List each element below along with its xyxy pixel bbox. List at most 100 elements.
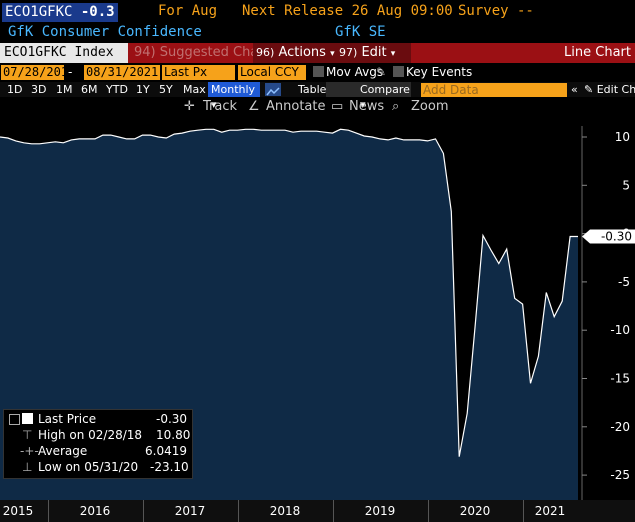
x-year-separator (143, 500, 144, 522)
compare-menu[interactable]: Compare ▾ (326, 82, 411, 111)
x-tick-label: 2015 (2, 504, 34, 518)
period-6m[interactable]: 6M (81, 83, 98, 96)
edit-chart-label: Edit Chart (596, 83, 635, 96)
x-tick-label: 2018 (269, 504, 301, 518)
suggested-charts-button[interactable]: 94) Suggested Charts (134, 45, 276, 60)
y-tick-label: -5 (618, 275, 630, 289)
frequency-selector[interactable]: Monthly ▾ (208, 82, 260, 111)
x-year-separator (238, 500, 239, 522)
last-value-tag (582, 229, 635, 244)
ticker-box[interactable]: ECO1GFKC -0.3 (2, 3, 118, 22)
last-value: -0.3 (80, 4, 115, 20)
x-year-separator (428, 500, 429, 522)
last-price-swatch (22, 413, 33, 424)
average-marker-icon: -+- (20, 444, 39, 458)
mov-avgs-checkbox[interactable] (313, 66, 324, 77)
date-separator: - (68, 65, 73, 79)
price-chart[interactable]: 1050-5-10-15-20-25-0.30 (0, 98, 635, 500)
period-3d[interactable]: 3D (31, 83, 47, 96)
subheader-row: GfK Consumer Confidence GfK SE (0, 24, 635, 42)
legend-last-price-value: -0.30 (156, 412, 188, 426)
zoom-button[interactable]: Zoom (411, 99, 449, 114)
key-events-checkbox[interactable] (393, 66, 404, 77)
annotate-button[interactable]: Annotate (266, 99, 326, 114)
x-axis: 2015 2016 2017 2018 2019 2020 2021 (0, 500, 635, 522)
next-release: Next Release 26 Aug 09:00 (242, 3, 453, 19)
for-text: For Aug (158, 3, 218, 19)
actions-label: Actions (278, 45, 326, 60)
x-year-separator (333, 500, 334, 522)
period-1m[interactable]: 1M (56, 83, 73, 96)
series-area (0, 129, 578, 500)
ticker: ECO1GFKC (5, 4, 73, 20)
y-axis: 1050-5-10-15-20-25-0.30 (581, 126, 635, 500)
legend-box: Last Price -0.30 ⊤ High on 02/28/18 10.8… (3, 409, 193, 479)
edit-menu[interactable]: 97) Edit ▾ (336, 43, 411, 63)
index-field[interactable]: ECO1GFKC Index (0, 43, 128, 63)
collapse-icon[interactable]: « (571, 83, 578, 96)
last-value-tag-label: -0.30 (601, 229, 632, 243)
news-button[interactable]: News (349, 99, 385, 114)
annotate-icon[interactable]: ∠ (248, 99, 260, 114)
x-year-separator (48, 500, 49, 522)
news-icon[interactable]: ▭ (331, 99, 344, 114)
low-marker-icon: ⊥ (22, 460, 33, 474)
legend-low-label: Low on 05/31/20 (38, 460, 139, 474)
chart-type-label: Line Chart (564, 45, 631, 60)
crosshair-icon[interactable]: ✛ (184, 99, 195, 114)
period-max[interactable]: Max (183, 83, 206, 96)
series-title: GfK Consumer Confidence (8, 24, 202, 40)
y-tick-label: -20 (610, 420, 630, 434)
chevron-down-icon: ▾ (211, 98, 217, 111)
mov-avgs-label: Mov Avgs (326, 65, 384, 79)
main-toolbar: ECO1GFKC Index 94) Suggested Charts 96) … (0, 43, 635, 63)
y-tick-label: 10 (615, 130, 630, 144)
pencil-icon: ✎ (584, 83, 594, 96)
currency-selector[interactable]: Local CCY (238, 65, 306, 80)
plot-area (0, 128, 578, 500)
line-chart-icon[interactable] (265, 83, 281, 96)
date-controls: 07/28/2015 - 08/31/2021 Last Px Local CC… (0, 64, 635, 81)
legend-avg-label: Average (38, 444, 88, 458)
legend-avg-value: 6.0419 (145, 444, 187, 458)
chart-tools: ✛ Track ∠ Annotate ▭ News ⌕ Zoom (178, 98, 458, 116)
add-data-input[interactable]: Add Data (421, 83, 567, 97)
header-row: ECO1GFKC -0.3 For Aug Next Release 26 Au… (0, 0, 635, 24)
key-events-label: Key Events (406, 65, 473, 79)
series-line (0, 128, 578, 457)
actions-num: 96) (256, 46, 275, 59)
table-button[interactable]: Table (298, 83, 327, 96)
period-5y[interactable]: 5Y (159, 83, 173, 96)
x-tick-label: 2016 (79, 504, 111, 518)
period-toolbar: 1D 3D 1M 6M YTD 1Y 5Y Max Monthly ▾ Tabl… (0, 82, 635, 111)
x-tick-label: 2020 (459, 504, 491, 518)
track-button[interactable]: Track (203, 99, 238, 114)
y-tick-label: -15 (610, 372, 630, 386)
end-date-field[interactable]: 08/31/2021 (84, 65, 160, 80)
chevron-down-icon: ▾ (360, 98, 366, 111)
y-tick-label: -25 (610, 468, 630, 482)
field-selector[interactable]: Last Px (162, 65, 235, 80)
pencil-icon[interactable]: ✎ (376, 65, 387, 79)
period-1y[interactable]: 1Y (136, 83, 150, 96)
legend-last-price-label: Last Price (38, 412, 97, 426)
magnifier-icon[interactable]: ⌕ (392, 99, 400, 114)
edit-chart-button[interactable]: ✎ Edit Chart (584, 82, 635, 97)
chevron-down-icon: ▾ (390, 49, 396, 59)
legend-high-label: High on 02/28/18 (38, 428, 143, 442)
start-date-field[interactable]: 07/28/2015 (1, 65, 76, 80)
legend-low-value: -23.10 (150, 460, 189, 474)
survey: Survey -- (458, 3, 534, 19)
x-tick-label: 2021 (534, 504, 566, 518)
period-1d[interactable]: 1D (7, 83, 23, 96)
compare-label: Compare (360, 83, 410, 96)
period-ytd[interactable]: YTD (106, 83, 128, 96)
edit-num: 97) (339, 46, 358, 59)
legend-collapse-icon[interactable] (9, 414, 20, 425)
legend-high-value: 10.80 (156, 428, 191, 442)
chevron-down-icon: ▾ (330, 49, 335, 59)
frequency-label: Monthly (211, 83, 256, 96)
high-marker-icon: ⊤ (22, 428, 33, 442)
edit-label: Edit (361, 45, 387, 60)
actions-menu[interactable]: 96) Actions ▾ (253, 43, 336, 63)
